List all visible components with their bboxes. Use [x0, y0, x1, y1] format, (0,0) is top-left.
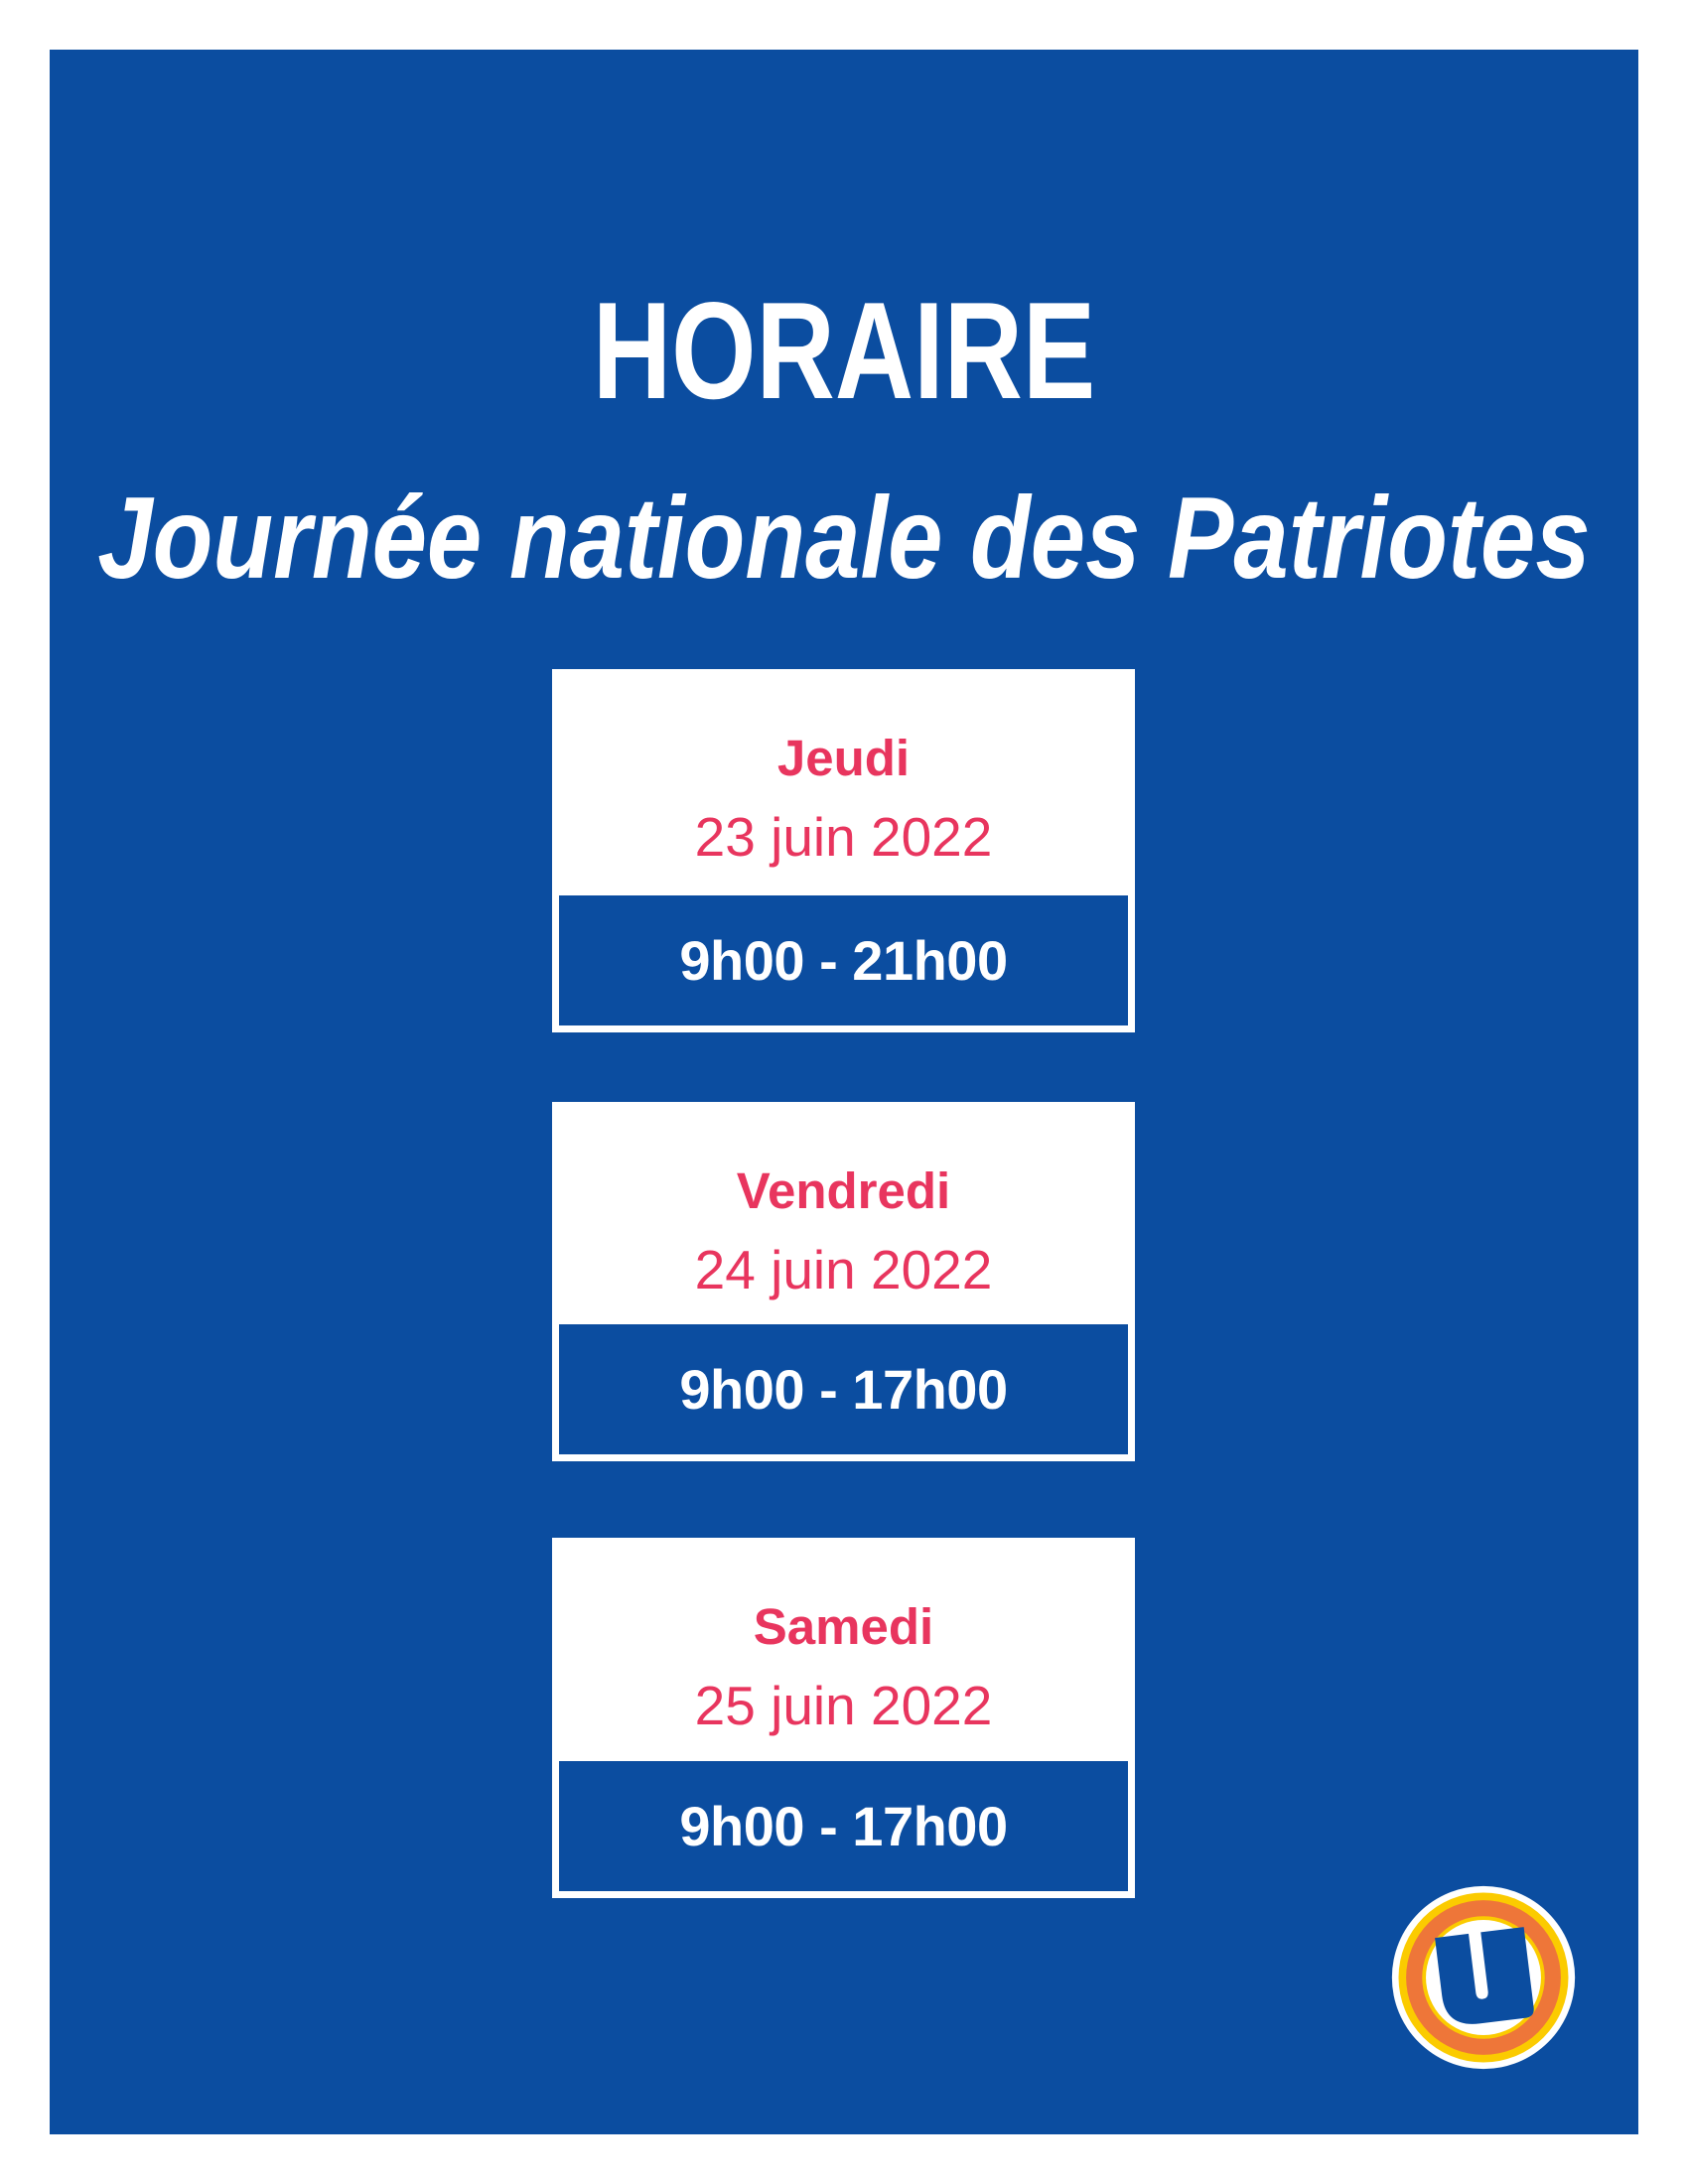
day-label: Jeudi — [776, 730, 911, 786]
hours-label: 9h00 - 17h00 — [679, 1795, 1008, 1857]
schedule-card-jeudi: Jeudi 23 juin 2022 9h00 - 21h00 — [552, 669, 1135, 1032]
hours-label: 9h00 - 17h00 — [679, 1358, 1008, 1421]
hours-box: 9h00 - 21h00 — [559, 895, 1128, 1025]
date-label: 24 juin 2022 — [694, 1239, 993, 1300]
poster-title: HORAIRE — [592, 274, 1096, 428]
schedule-card-samedi: Samedi 25 juin 2022 9h00 - 17h00 — [552, 1538, 1135, 1898]
hours-box: 9h00 - 17h00 — [559, 1324, 1128, 1454]
hours-label: 9h00 - 21h00 — [679, 929, 1008, 992]
date-label: 23 juin 2022 — [694, 806, 993, 868]
uniprix-logo — [1391, 1885, 1576, 2070]
hours-box: 9h00 - 17h00 — [559, 1761, 1128, 1891]
schedule-card-vendredi: Vendredi 24 juin 2022 9h00 - 17h00 — [552, 1102, 1135, 1461]
poster-background: HORAIRE Journée nationale des Patriotes … — [50, 50, 1638, 2134]
poster-subtitle: Journée nationale des Patriotes — [97, 473, 1591, 603]
date-label: 25 juin 2022 — [694, 1675, 993, 1736]
day-label: Samedi — [753, 1598, 934, 1655]
logo-u-letter — [1435, 1927, 1534, 2024]
day-label: Vendredi — [736, 1162, 951, 1219]
